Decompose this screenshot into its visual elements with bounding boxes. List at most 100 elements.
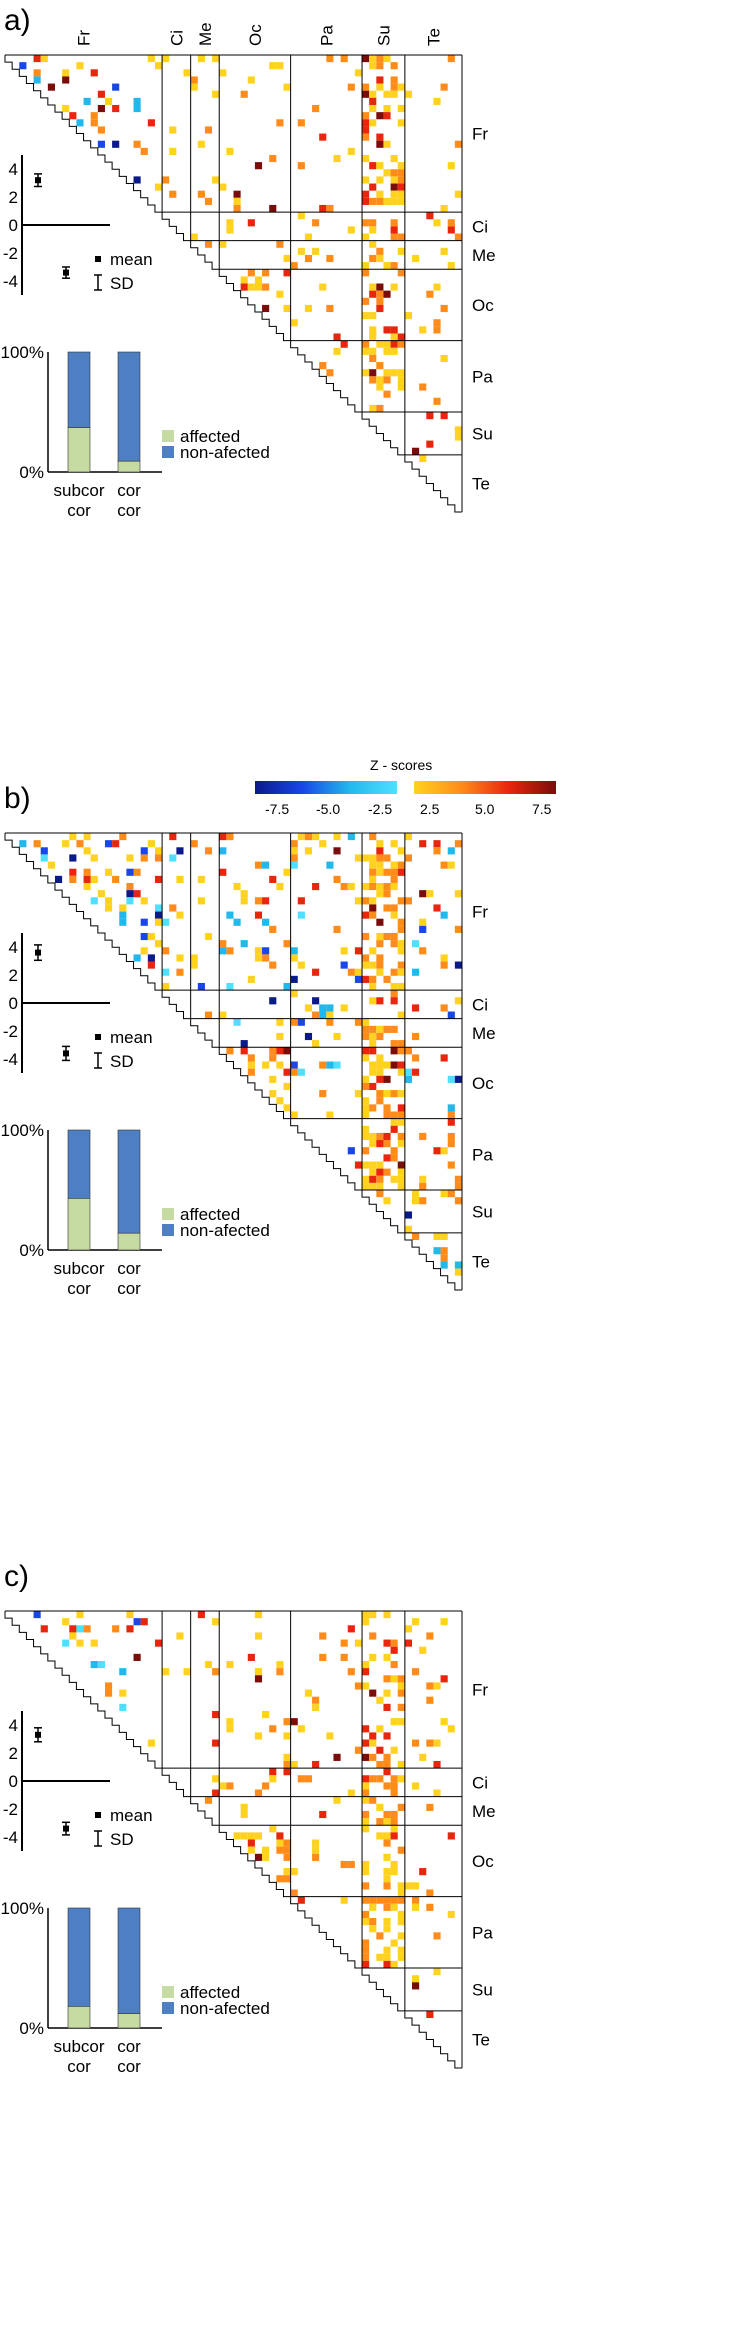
matrix-cell bbox=[326, 1061, 334, 1069]
matrix-cell bbox=[76, 1625, 84, 1633]
matrix-cell bbox=[290, 1018, 298, 1026]
bar-non-affected-2 bbox=[117, 1907, 141, 2014]
matrix-cell bbox=[283, 1047, 291, 1055]
matrix-cell bbox=[397, 918, 405, 926]
matrix-cell bbox=[269, 1825, 277, 1833]
matrix-cell bbox=[433, 1739, 441, 1747]
matrix-cell bbox=[154, 904, 163, 912]
panel-2: b) Z - scores -7.5 -5.0 -2.5 2.5 5.0 7.5 Fr Ci Me O… bbox=[1, 757, 556, 1298]
bar-category-line2-2: cor bbox=[117, 501, 141, 520]
mean-plot-tick: -2 bbox=[3, 1800, 18, 1819]
matrix-cell bbox=[290, 954, 298, 962]
matrix-cell bbox=[397, 1111, 405, 1119]
matrix-cell bbox=[140, 847, 148, 855]
matrix-cell bbox=[454, 426, 462, 434]
matrix-cell bbox=[154, 911, 163, 919]
matrix-cell bbox=[369, 347, 377, 355]
matrix-cell bbox=[90, 1639, 98, 1647]
matrix-cell bbox=[340, 340, 348, 348]
matrix-cell bbox=[262, 1782, 270, 1790]
matrix-cell bbox=[433, 904, 441, 912]
matrix-cell bbox=[440, 354, 448, 363]
top-region-label-te: Te bbox=[424, 28, 443, 46]
matrix-cell bbox=[397, 1140, 405, 1148]
matrix-cell bbox=[426, 212, 434, 220]
colorbar: Z - scores -7.5 -5.0 -2.5 2.5 5.0 7.5 bbox=[255, 757, 556, 817]
matrix-cell bbox=[140, 854, 148, 862]
matrix-cell bbox=[397, 1946, 405, 1954]
matrix-cell bbox=[62, 76, 70, 84]
matrix-cell bbox=[297, 1018, 305, 1026]
matrix-cell bbox=[390, 1903, 398, 1911]
right-region-label-oc: Oc bbox=[472, 296, 494, 315]
matrix-cell bbox=[383, 1768, 391, 1776]
matrix-cell bbox=[83, 868, 91, 876]
matrix-cell bbox=[283, 1846, 291, 1854]
matrix-cell bbox=[33, 840, 41, 848]
matrix-cell bbox=[440, 1718, 448, 1726]
matrix-cell bbox=[412, 254, 420, 263]
matrix-cell bbox=[362, 1810, 370, 1819]
matrix-cell bbox=[283, 1082, 291, 1091]
matrix-cell bbox=[354, 1161, 363, 1169]
matrix-cell bbox=[319, 1004, 327, 1012]
matrix-cell bbox=[383, 326, 391, 334]
matrix-cell bbox=[297, 162, 305, 170]
matrix-cell bbox=[76, 1611, 84, 1619]
matrix-cell bbox=[383, 1689, 391, 1697]
matrix-cell bbox=[247, 1061, 255, 1069]
right-region-label-ci: Ci bbox=[472, 1773, 488, 1792]
matrix-cell bbox=[147, 954, 155, 962]
bar-category-line2-1: cor bbox=[67, 501, 91, 520]
matrix-cell bbox=[254, 1675, 263, 1683]
matrix-cell bbox=[240, 1040, 248, 1048]
matrix-cell bbox=[412, 1975, 420, 1983]
matrix-cell bbox=[369, 1040, 377, 1048]
matrix-cell bbox=[269, 925, 277, 933]
matrix-cell bbox=[390, 1832, 398, 1840]
matrix-cell bbox=[397, 104, 405, 113]
matrix-cell bbox=[76, 62, 84, 70]
matrix-cell bbox=[140, 1618, 148, 1626]
matrix-cell bbox=[290, 262, 298, 270]
matrix-cell bbox=[362, 854, 370, 862]
matrix-cell bbox=[426, 1696, 434, 1704]
matrix-cell bbox=[362, 1611, 370, 1619]
matrix-cell bbox=[312, 104, 320, 113]
matrix-cell bbox=[390, 875, 398, 883]
matrix-cell bbox=[262, 1853, 270, 1861]
matrix-cell bbox=[269, 875, 277, 883]
matrix-cell bbox=[440, 304, 448, 313]
matrix-cell bbox=[397, 968, 405, 976]
matrix-cell bbox=[69, 1632, 77, 1640]
matrix-cell bbox=[62, 1618, 70, 1626]
matrix-cell bbox=[76, 1639, 84, 1647]
matrix-cell bbox=[390, 340, 398, 348]
colorbar-tick-negative: -7.5 bbox=[265, 801, 289, 817]
matrix-cell bbox=[312, 1696, 320, 1704]
matrix-cell bbox=[333, 154, 341, 163]
matrix-cell bbox=[304, 833, 313, 841]
matrix-cells bbox=[19, 55, 462, 463]
matrix-cell bbox=[390, 169, 398, 177]
matrix-cell bbox=[197, 875, 205, 883]
matrix-cell bbox=[433, 1247, 441, 1255]
matrix-cell bbox=[383, 1875, 391, 1883]
matrix-cell bbox=[426, 440, 434, 448]
matrix-cell bbox=[383, 1611, 391, 1619]
legend-non-affected-label: non-afected bbox=[180, 1221, 270, 1240]
matrix-cell bbox=[390, 904, 398, 912]
matrix-cell bbox=[376, 854, 384, 862]
matrix-cell bbox=[419, 947, 427, 955]
matrix-cell bbox=[376, 861, 384, 869]
matrix-cell bbox=[247, 1832, 255, 1840]
matrix-cell bbox=[369, 1082, 377, 1091]
matrix-cell bbox=[154, 918, 163, 926]
matrix-cell bbox=[97, 890, 105, 898]
matrix-cell bbox=[383, 1896, 391, 1904]
matrix-cell bbox=[347, 226, 355, 234]
matrix-cell bbox=[369, 404, 377, 413]
legend-sd-label: SD bbox=[110, 274, 134, 293]
colorbar-positive bbox=[414, 781, 556, 794]
